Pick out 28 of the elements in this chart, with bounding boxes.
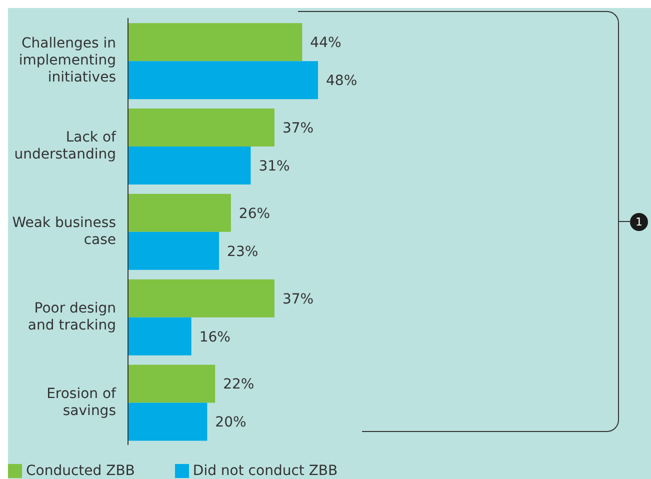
data-label: 44% xyxy=(310,35,342,52)
y-tick-label: Weak business case xyxy=(12,215,116,248)
y-tick-label: Challenges in implementing initiatives xyxy=(18,36,116,86)
data-label: 20% xyxy=(215,414,246,431)
data-label: 48% xyxy=(326,73,358,90)
data-label: 26% xyxy=(238,206,270,222)
bar xyxy=(128,61,318,100)
bar xyxy=(128,317,192,356)
numbered-badge: 1 xyxy=(630,213,648,231)
bar xyxy=(128,402,208,441)
data-label: 23% xyxy=(227,244,258,260)
legend-label: Did not conduct ZBB xyxy=(192,463,338,479)
bar xyxy=(128,146,251,185)
data-label: 31% xyxy=(258,158,290,174)
bar xyxy=(128,108,274,147)
bar xyxy=(128,279,274,318)
data-label: 16% xyxy=(199,329,230,346)
y-tick-label: Erosion of savings xyxy=(46,386,118,419)
legend-label: Conducted ZBB xyxy=(26,463,135,479)
bar xyxy=(128,23,302,62)
y-tick-label: Lack of understanding xyxy=(14,130,118,163)
bar xyxy=(128,194,231,232)
y-tick-label: Poor design and tracking xyxy=(28,300,116,334)
bar xyxy=(128,364,216,403)
data-label: 37% xyxy=(282,120,314,136)
bar xyxy=(128,232,220,270)
data-label: 22% xyxy=(223,376,254,393)
data-label: 37% xyxy=(282,291,314,308)
